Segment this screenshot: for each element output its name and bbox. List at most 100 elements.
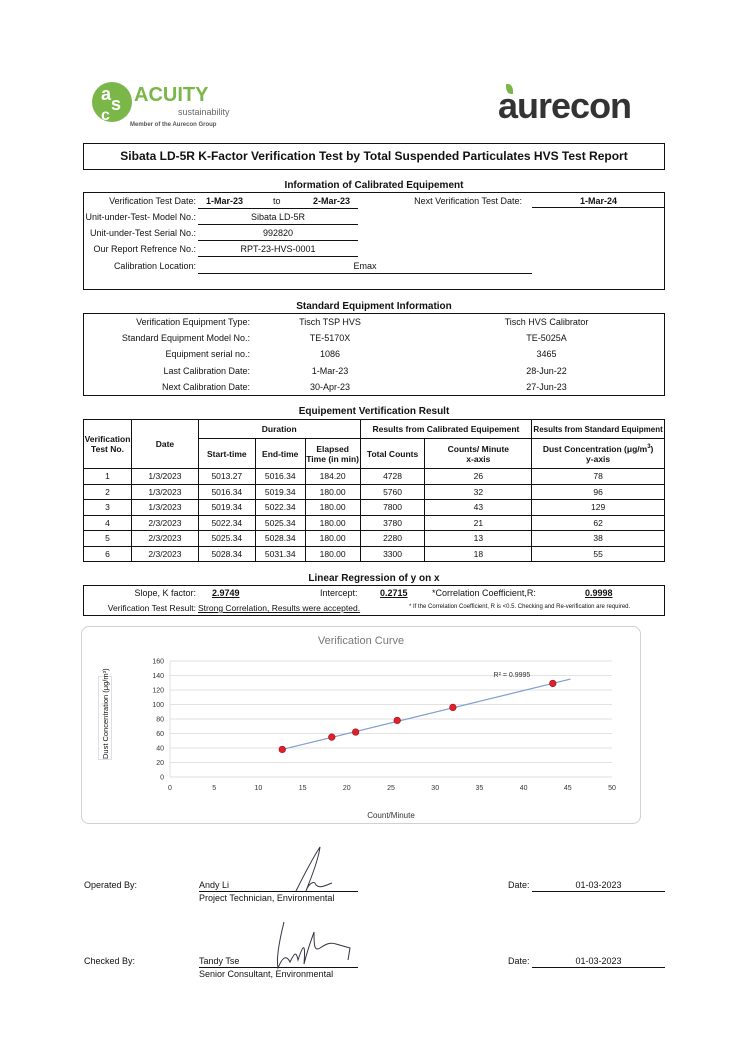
- y-tick-label: 80: [156, 717, 164, 724]
- chart-frame: [81, 626, 641, 824]
- checked-date-label: Date:: [508, 956, 530, 966]
- r-value: 0.9998: [585, 588, 613, 598]
- operated-date: 01-03-2023: [575, 880, 622, 890]
- svg-text:a: a: [101, 84, 112, 104]
- std-label: Standard Equipment Model No.:: [121, 333, 250, 344]
- table-cell: 180.00: [304, 545, 361, 562]
- r-label: *Correlation Coefficient,R:: [432, 588, 536, 598]
- standard-info-heading: Standard Equipment Information: [296, 301, 452, 312]
- dust-close: ): [650, 443, 654, 454]
- std-label: Last Calibration Date:: [163, 365, 250, 376]
- serial-value: 992820: [262, 228, 294, 238]
- table-cell: 18: [424, 545, 533, 562]
- std-value-b: 28-Jun-22: [526, 365, 567, 376]
- leaf-icon: [506, 84, 513, 94]
- verification-heading: Equipement Vertification Result: [298, 406, 450, 417]
- x-tick-label: 0: [168, 785, 172, 792]
- dust-axis: y-axis: [586, 453, 611, 464]
- aurecon-wordmark: aurecon: [498, 85, 632, 126]
- dust-sup: 3: [647, 443, 651, 450]
- chart-xlabel: Count/Minute: [367, 811, 415, 820]
- regression-heading: Linear Regression of y on x: [308, 573, 440, 584]
- result-label: Verification Test Result:: [107, 603, 196, 613]
- std-value-b: 3465: [536, 349, 557, 360]
- std-value-a: 30-Apr-23: [309, 381, 351, 392]
- x-tick-label: 35: [476, 785, 484, 792]
- y-tick-label: 0: [160, 775, 164, 782]
- regression-box: [83, 585, 665, 616]
- std-label: Next Calibration Date:: [161, 381, 250, 392]
- operated-date-label: Date:: [508, 880, 530, 890]
- calibrated-info-heading: Information of Calibrated Equipement: [284, 180, 464, 191]
- location-value: Emax: [353, 261, 377, 271]
- test-date-to: 2-Mar-23: [313, 196, 351, 206]
- data-point: [449, 703, 457, 712]
- slope-label: Slope, K factor:: [134, 588, 196, 598]
- signature-tandy-tse: [277, 921, 351, 970]
- svg-text:c: c: [101, 107, 110, 124]
- serial-label: Unit-under-Test Serial No.:: [89, 228, 196, 238]
- header-elapsed: Elapsed Time (in min): [304, 438, 361, 469]
- cpm-text: Counts/ Minute: [447, 443, 510, 454]
- test-date-label: Verification Test Date:: [109, 196, 196, 206]
- x-tick-label: 15: [299, 785, 307, 792]
- operated-title: Project Technician, Environmental: [199, 893, 335, 903]
- std-value-a: TE-5170X: [309, 333, 351, 344]
- header-test-no: Verification Test No.: [83, 419, 132, 469]
- data-point: [393, 716, 401, 725]
- table-row: 6 2/3/2023 5028.34 5031.34 180.00 3300 18 55: [83, 545, 665, 562]
- data-point: [328, 733, 336, 741]
- data-point: [352, 728, 360, 736]
- std-value-a: 1-Mar-23: [311, 365, 349, 376]
- acuity-wordmark: ACUITY: [134, 84, 209, 106]
- acuity-emblem-icon: a s c: [92, 82, 132, 124]
- dust-text: Dust Concentration (μg/m: [542, 443, 648, 454]
- r-squared-label: R² = 0.9995: [494, 672, 531, 679]
- y-tick-label: 100: [152, 702, 164, 709]
- result-value: Strong Correlation, Results were accepte…: [198, 603, 361, 613]
- table-cell: 6: [83, 545, 132, 562]
- model-label: Unit-under-Test- Model No.:: [85, 212, 196, 222]
- ref-label: Our Report Refrence No.:: [93, 244, 196, 254]
- signature-andy-li: [295, 846, 333, 892]
- table-cell: 180.00: [304, 499, 361, 516]
- verification-table: Verification Test No. Date Duration Resu…: [83, 419, 665, 562]
- operated-label: Operated By:: [84, 880, 138, 890]
- std-label: Equipment serial no.:: [165, 349, 250, 360]
- regression-note: * If the Correlation Coefficient, R is <…: [409, 604, 631, 610]
- std-value-a: Tisch TSP HVS: [299, 317, 361, 327]
- checked-date: 01-03-2023: [575, 956, 622, 966]
- next-date-label: Next Verification Test Date:: [414, 196, 522, 206]
- calibrated-info-box: [83, 192, 665, 290]
- test-date-from: 1-Mar-23: [206, 196, 244, 206]
- report-title: Sibata LD-5R K-Factor Verification Test …: [120, 149, 628, 163]
- intercept-label: Intercept:: [320, 588, 358, 598]
- checked-label: Checked By:: [84, 956, 136, 966]
- x-tick-label: 25: [387, 785, 395, 792]
- intercept-value: 0.2715: [380, 588, 408, 598]
- x-tick-label: 20: [343, 785, 351, 792]
- header-cpm: Counts/ Minute x-axis: [424, 438, 533, 469]
- to-label: to: [273, 196, 281, 206]
- std-value-b: 27-Jun-23: [526, 381, 567, 392]
- std-value-b: TE-5025A: [526, 333, 567, 344]
- checked-title: Senior Consultant, Environmental: [199, 969, 334, 979]
- checked-name: Tandy Tse: [199, 956, 240, 966]
- model-value: Sibata LD-5R: [250, 212, 306, 222]
- acuity-logo: a s c ACUITY sustainability Member of th…: [90, 78, 235, 133]
- data-point: [278, 745, 286, 754]
- std-value-a: 1086: [319, 349, 341, 360]
- x-tick-label: 5: [212, 785, 216, 792]
- table-row: 2 1/3/2023 5016.34 5019.34 180.00 5760 32 96: [83, 483, 665, 500]
- x-tick-label: 30: [431, 785, 439, 792]
- svg-text:s: s: [111, 94, 121, 114]
- table-cell: 3300: [359, 545, 426, 562]
- y-tick-label: 60: [156, 731, 164, 738]
- x-tick-label: 40: [520, 785, 528, 792]
- location-label: Calibration Location:: [113, 261, 196, 271]
- x-tick-label: 50: [608, 785, 616, 792]
- y-tick-label: 160: [152, 659, 164, 666]
- header-total: Total Counts: [359, 438, 426, 469]
- std-value-b: Tisch HVS Calibrator: [504, 317, 589, 327]
- chart-title: Verification Curve: [317, 635, 405, 647]
